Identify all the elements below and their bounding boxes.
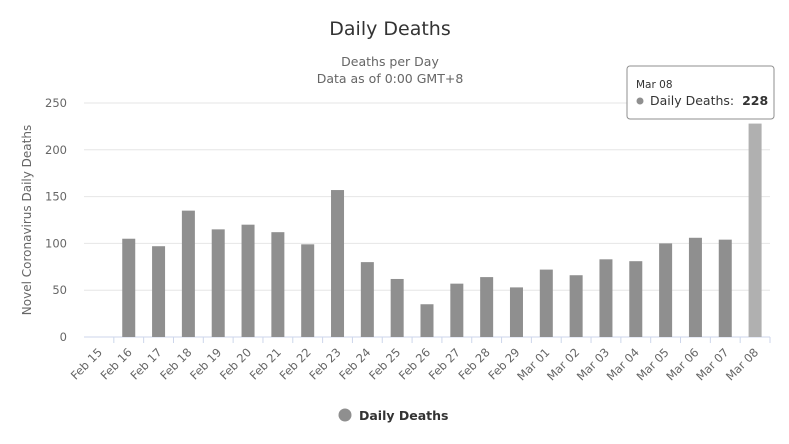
bar[interactable] (480, 277, 494, 337)
legend-marker (338, 408, 352, 422)
x-tick-label: Feb 22 (277, 345, 314, 382)
x-tick-label: Feb 20 (217, 345, 254, 382)
x-tick-label: Mar 01 (514, 345, 552, 383)
x-tick-label: Feb 28 (456, 345, 493, 382)
x-tick-label: Feb 17 (127, 345, 164, 382)
tooltip-value: 228 (742, 93, 768, 108)
bar[interactable] (122, 238, 136, 337)
bar[interactable] (688, 237, 702, 337)
x-tick-label: Feb 24 (336, 345, 373, 382)
gridlines (84, 102, 770, 338)
bar[interactable] (748, 123, 762, 337)
y-axis-ticks: 0 50 100 150 200 250 (45, 96, 67, 344)
y-tick-label: 50 (52, 283, 67, 297)
x-tick-label: Feb 27 (426, 345, 463, 382)
bar[interactable] (599, 259, 613, 337)
y-tick-label: 200 (45, 143, 67, 157)
svg-text:Daily Deaths: 228: Daily Deaths: 228 (650, 93, 768, 108)
x-tick-label: Feb 23 (306, 345, 343, 382)
tooltip-box (626, 65, 775, 120)
y-tick-label: 150 (45, 190, 67, 204)
bar[interactable] (569, 275, 583, 337)
tooltip-marker (636, 97, 644, 105)
bars (122, 123, 762, 337)
x-tick-label: Mar 07 (693, 345, 731, 383)
x-tick-label: Feb 18 (157, 345, 194, 382)
tooltip: Mar 08 Daily Deaths: 228 (626, 65, 775, 120)
bar[interactable] (211, 229, 225, 337)
x-tick-label: Feb 19 (187, 345, 224, 382)
x-tick-label: Mar 03 (574, 345, 612, 383)
bar[interactable] (539, 269, 553, 337)
x-tick-label: Feb 16 (98, 345, 135, 382)
bar[interactable] (152, 246, 166, 337)
bar[interactable] (331, 190, 345, 337)
bar[interactable] (271, 232, 285, 337)
tooltip-category: Mar 08 (636, 79, 673, 91)
y-tick-label: 0 (60, 330, 67, 344)
x-tick-label: Feb 25 (366, 345, 403, 382)
x-tick-label: Feb 26 (396, 345, 433, 382)
bar[interactable] (718, 239, 732, 337)
bar[interactable] (509, 287, 523, 337)
y-tick-label: 250 (45, 96, 67, 110)
legend[interactable]: Daily Deaths (338, 408, 449, 423)
tooltip-series-label: Daily Deaths: (650, 93, 734, 108)
bar[interactable] (301, 244, 315, 337)
x-tick-label: Feb 15 (68, 345, 105, 382)
y-axis-label: Novel Coronavirus Daily Deaths (20, 125, 34, 315)
x-tick-label: Mar 08 (723, 345, 761, 383)
x-tick-label: Mar 02 (544, 345, 582, 383)
x-tick-label: Mar 06 (663, 345, 701, 383)
y-tick-label: 100 (45, 236, 67, 250)
chart-title: Daily Deaths (329, 18, 450, 40)
chart-subtitle-line1: Deaths per Day (341, 54, 439, 69)
bar[interactable] (241, 224, 255, 337)
x-tick-label: Feb 21 (247, 345, 284, 382)
bar[interactable] (450, 283, 464, 337)
bar[interactable] (360, 262, 374, 337)
x-tick-label: Mar 05 (634, 345, 672, 383)
legend-label: Daily Deaths (359, 408, 448, 423)
bar[interactable] (390, 278, 404, 337)
bar[interactable] (659, 243, 673, 337)
bar[interactable] (420, 304, 434, 337)
chart-subtitle-line2: Data as of 0:00 GMT+8 (317, 71, 464, 86)
bar[interactable] (181, 210, 195, 337)
bar[interactable] (629, 261, 643, 337)
x-tick-label: Mar 04 (604, 345, 642, 383)
